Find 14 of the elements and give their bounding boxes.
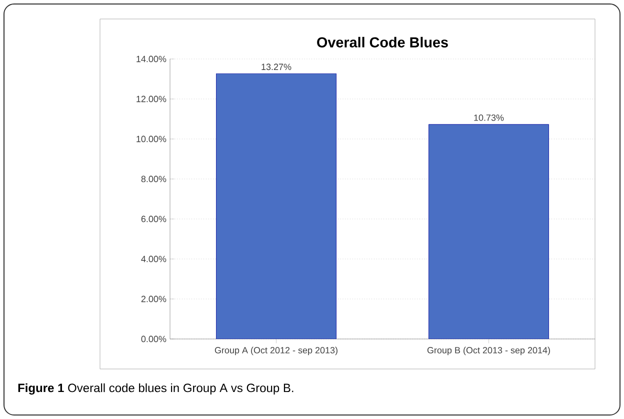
y-tick-label: 10.00% [136,136,166,142]
y-tick-label: 0.00% [141,336,166,342]
y-tick-label: 6.00% [141,216,166,222]
data-label: 10.73% [474,114,504,121]
y-tick-label: 8.00% [141,176,166,182]
y-tick-label: 4.00% [141,256,166,262]
x-tick-label: Group B (Oct 2013 - sep 2014) [427,346,550,356]
data-label: 13.27% [262,64,292,70]
y-tick-label: 14.00% [136,56,166,62]
y-tick-label: 12.00% [136,96,166,102]
x-tick-label: Group A (Oct 2012 - sep 2013) [214,346,338,356]
y-tick-label: 2.00% [141,296,166,302]
text: Figure 1 Overall code blues in Group A vs Group B. [18,383,294,395]
chart-title: Overall Code Blues [317,36,448,48]
